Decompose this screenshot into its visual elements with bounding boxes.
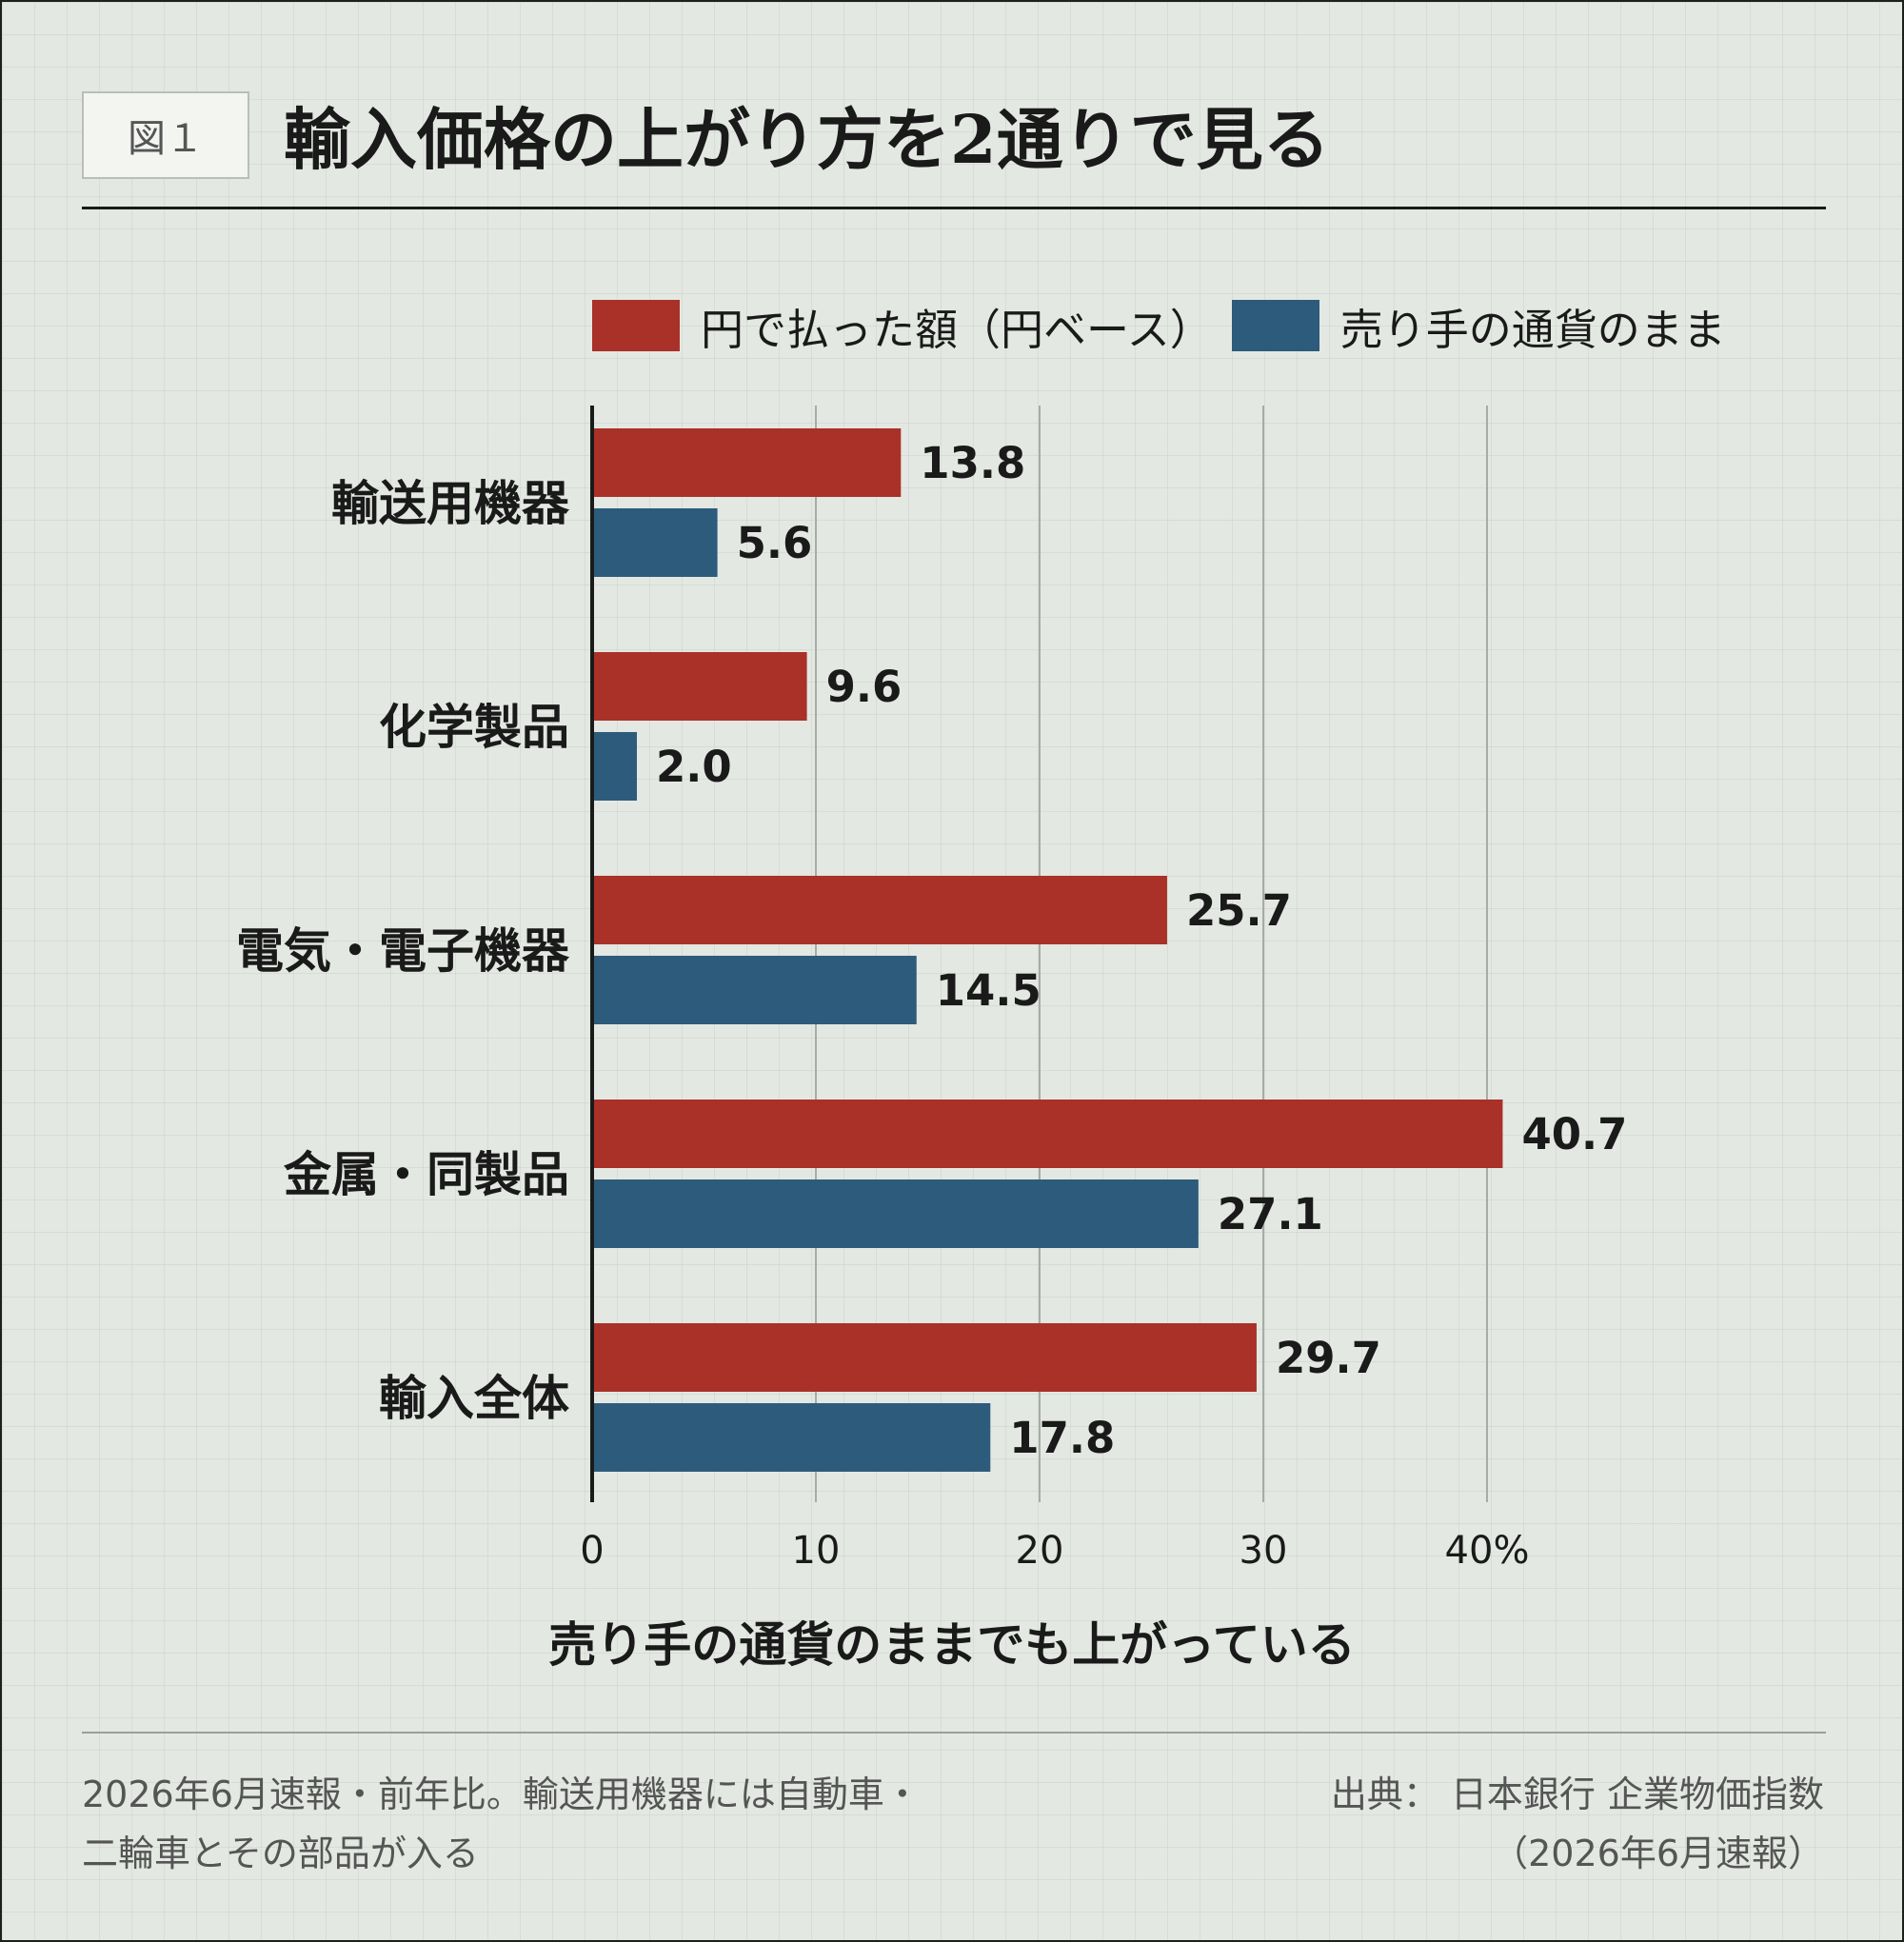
- legend-swatch-contract-currency: [1231, 300, 1319, 351]
- category-label: 電気・電子機器: [236, 923, 570, 979]
- source-note: 出典： 日本銀行 企業物価指数 （2026年6月速報）: [1331, 1765, 1824, 1883]
- category-label: 輸送用機器: [331, 476, 570, 531]
- x-tick-label: 20: [1016, 1529, 1064, 1573]
- data-label: 9.6: [826, 662, 902, 712]
- bar-yen: [592, 428, 902, 497]
- legend-item-yen: 円で払った額（円ベース）: [592, 295, 1232, 357]
- footer-divider: [82, 1732, 1826, 1734]
- x-tick-label: 10: [792, 1529, 841, 1573]
- data-label: 5.6: [737, 518, 813, 568]
- legend-label-contract-currency: 売り手の通貨のまま: [1339, 304, 1726, 355]
- data-label: 13.8: [920, 438, 1025, 488]
- title-divider: [82, 207, 1826, 209]
- bar-yen: [592, 652, 807, 721]
- data-label: 2.0: [656, 742, 732, 792]
- legend-label-yen: 円で払った額（円ベース）: [701, 304, 1213, 355]
- data-label: 27.1: [1218, 1189, 1323, 1239]
- data-label: 40.7: [1521, 1109, 1627, 1159]
- chart-legend: 円で払った額（円ベース） 売り手の通貨のまま: [592, 295, 1745, 357]
- category-label: 金属・同製品: [284, 1147, 569, 1202]
- bar-contract-currency: [592, 1403, 991, 1472]
- footnote: 2026年6月速報・前年比。輸送用機器には自動車・ 二輪車とその部品が入る: [82, 1765, 921, 1883]
- bar-contract-currency: [592, 732, 637, 801]
- category-label: 輸入全体: [379, 1371, 569, 1426]
- bar-yen: [592, 1100, 1503, 1168]
- data-label: 29.7: [1276, 1333, 1381, 1383]
- source-line: （2026年6月速報）: [1492, 1833, 1824, 1874]
- figure-label: 図１: [82, 91, 249, 179]
- x-tick-label: 30: [1240, 1529, 1288, 1573]
- x-tick-label: 0: [580, 1529, 604, 1573]
- bar-yen: [592, 1323, 1257, 1392]
- bar-yen: [592, 876, 1167, 944]
- category-label: 化学製品: [379, 700, 569, 755]
- source-line: 出典： 日本銀行 企業物価指数: [1330, 1774, 1824, 1815]
- bar-chart: 13.8 5.6 輸送用機器 9.6 2.0 化学製品 25.7 14.5 電気・電子機器 40.…: [236, 406, 1627, 1573]
- page-title: 輸入価格の上がり方を2通りで見る: [284, 99, 1330, 179]
- data-label: 17.8: [1009, 1413, 1115, 1463]
- bar-contract-currency: [592, 956, 917, 1024]
- chart-caption: 売り手の通貨のままでも上がっている: [548, 1617, 1356, 1673]
- bar-contract-currency: [592, 1179, 1199, 1248]
- x-tick-label: 40%: [1445, 1529, 1530, 1573]
- bar-contract-currency: [592, 508, 718, 577]
- legend-swatch-yen: [592, 300, 680, 351]
- footnote-line: 二輪車とその部品が入る: [82, 1833, 479, 1874]
- data-label: 25.7: [1186, 885, 1292, 936]
- footnote-line: 2026年6月速報・前年比。輸送用機器には自動車・: [82, 1774, 921, 1815]
- data-label: 14.5: [936, 965, 1041, 1016]
- legend-item-contract-currency: 売り手の通貨のまま: [1231, 295, 1745, 357]
